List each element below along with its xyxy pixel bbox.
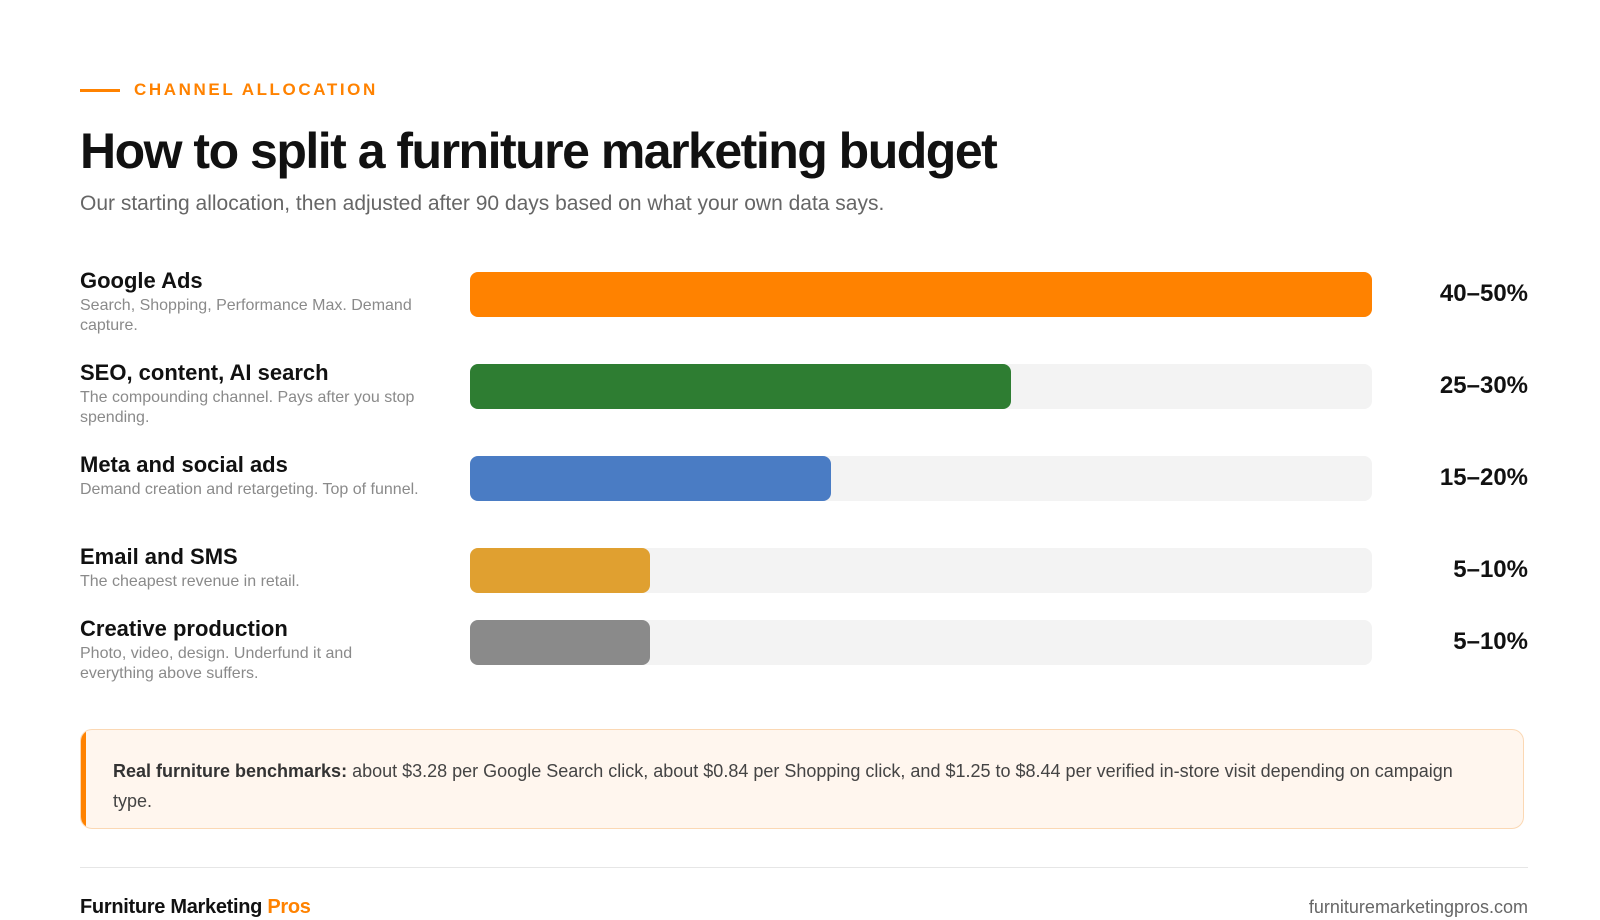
bar-track [470, 272, 1372, 317]
category-description: Photo, video, design. Underfund it and e… [80, 645, 353, 682]
eyebrow-rule [80, 88, 120, 92]
bar [470, 272, 1372, 317]
category-label: Creative production Photo, video, design.… [80, 616, 430, 684]
callout-text: Real furniture benchmarks: about $3.28 p… [113, 756, 1493, 816]
category-label: SEO, content, AI search The compounding c… [80, 360, 430, 428]
benchmarks-callout: Real furniture benchmarks: about $3.28 p… [80, 729, 1524, 829]
category-name: SEO, content, AI search [80, 360, 329, 385]
bar-track [470, 456, 1372, 501]
allocation-bar-chart: Google Ads Search, Shopping, Performance … [80, 0, 1528, 920]
callout-body: about $3.28 per Google Search click, abo… [113, 761, 1453, 811]
bar-value-label: 15–20% [1439, 464, 1528, 491]
bar [470, 620, 650, 665]
category-description: Search, Shopping, Performance Max. Deman… [80, 297, 412, 334]
bar-track [470, 364, 1372, 409]
category-name: Google Ads [80, 268, 203, 293]
page-title: How to split a furniture marketing budge… [80, 123, 998, 179]
callout-heading: Real furniture benchmarks: [113, 761, 348, 781]
bar-value-label: 40–50% [1439, 280, 1528, 307]
bar-track [470, 548, 1372, 593]
category-description: The cheapest revenue in retail. [80, 573, 300, 590]
category-label: Google Ads Search, Shopping, Performance … [80, 268, 430, 336]
brand-logo: Furniture Marketing Pros [80, 896, 311, 919]
page-subtitle: Our starting allocation, then adjusted a… [80, 192, 885, 215]
category-name: Meta and social ads [80, 452, 288, 477]
infographic: CHANNEL ALLOCATION How to split a furnit… [80, 0, 1528, 920]
bar [470, 548, 650, 593]
bar-value-label: 5–10% [1453, 628, 1528, 655]
eyebrow-label: CHANNEL ALLOCATION [134, 80, 378, 99]
eyebrow: CHANNEL ALLOCATION [80, 80, 378, 100]
bar-value-label: 5–10% [1453, 556, 1528, 583]
footer-divider [80, 867, 1528, 868]
bar-value-label: 25–30% [1439, 372, 1528, 399]
bar [470, 456, 831, 501]
brand-name: Furniture Marketing [80, 896, 268, 918]
category-label: Email and SMS The cheapest revenue in ret… [80, 544, 430, 592]
brand-accent: Pros [267, 896, 311, 918]
site-url: furnituremarketingpros.com [1308, 897, 1528, 917]
category-name: Creative production [80, 616, 288, 641]
category-name: Email and SMS [80, 544, 238, 569]
category-description: Demand creation and retargeting. Top of … [80, 481, 419, 498]
callout-accent-bar [81, 730, 86, 828]
bar-track [470, 620, 1372, 665]
category-description: The compounding channel. Pays after you … [80, 389, 415, 426]
bar [470, 364, 1011, 409]
category-label: Meta and social ads Demand creation and r… [80, 452, 430, 500]
